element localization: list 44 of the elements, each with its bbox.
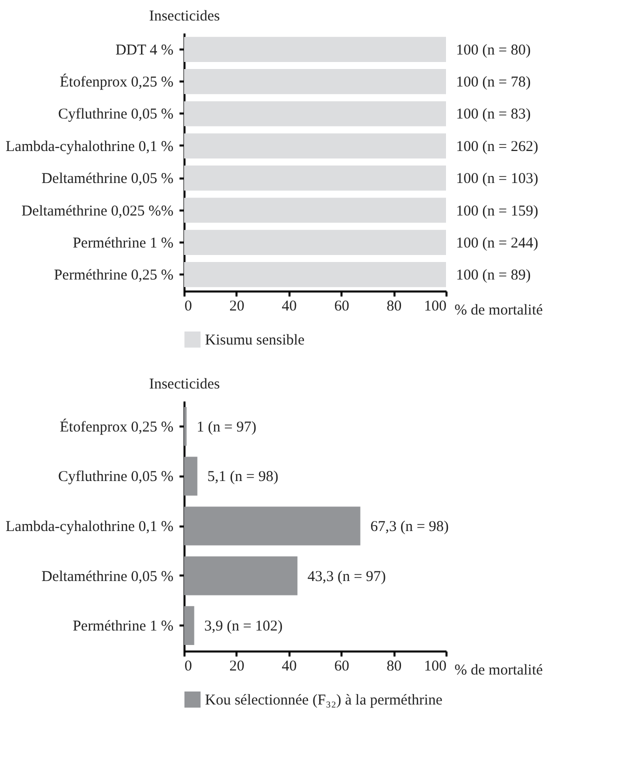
y-tick-label: Cyfluthrine 0,05 % xyxy=(58,106,174,123)
x-tick-label: 60 xyxy=(334,658,350,674)
y-tick-label: Perméthrine 1 % xyxy=(72,618,174,635)
x-tick-label: 60 xyxy=(334,298,350,314)
y-axis-title: Insecticides xyxy=(149,376,220,392)
data-label: 67,3 (n = 98) xyxy=(370,519,449,535)
x-tick-label: 40 xyxy=(282,658,297,674)
x-tick-label: 20 xyxy=(229,298,244,314)
x-tick-label: 0 xyxy=(184,298,192,314)
x-axis-title: % de mortalité xyxy=(454,302,544,318)
y-tick-label: Lambda-cyhalothrine 0,1 % xyxy=(6,519,174,535)
x-tick-label: 20 xyxy=(229,658,244,674)
y-tick-label: Cyfluthrine 0,05 % xyxy=(58,469,174,486)
data-label: 1 (n = 97) xyxy=(196,419,256,436)
data-label: 3,9 (n = 102) xyxy=(204,618,283,635)
data-label: 100 (n = 78) xyxy=(456,74,531,91)
x-axis-title: % de mortalité xyxy=(454,662,544,678)
y-tick-label: DDT 4 % xyxy=(115,42,174,58)
y-tick-label: Perméthrine 0,25 % xyxy=(54,268,174,284)
data-label: 100 (n = 89) xyxy=(456,268,531,284)
data-label: 43,3 (n = 97) xyxy=(307,568,386,585)
data-label: 100 (n = 103) xyxy=(456,171,538,188)
y-tick-label: Étofenprox 0,25 % xyxy=(60,418,174,436)
data-label: 100 (n = 244) xyxy=(456,235,538,252)
y-tick-label: Lambda-cyhalothrine 0,1 % xyxy=(6,138,174,155)
data-label: 100 (n = 83) xyxy=(456,106,531,123)
x-tick-label: 40 xyxy=(282,298,297,314)
x-tick-label: 100 xyxy=(424,298,446,314)
legend-label: Kisumu sensible xyxy=(205,332,305,348)
legend-label: Kou sélectionnée (F₃₂) à la perméthrine xyxy=(205,692,443,708)
y-tick-label: Étofenprox 0,25 % xyxy=(60,74,174,91)
data-label: 100 (n = 80) xyxy=(456,42,531,58)
y-tick-label: Deltaméthrine 0,05 % xyxy=(41,171,174,188)
x-tick-label: 80 xyxy=(386,298,402,314)
x-tick-label: 80 xyxy=(386,658,402,674)
data-label: 100 (n = 262) xyxy=(456,138,538,155)
data-label: 5,1 (n = 98) xyxy=(207,469,278,486)
data-label: 100 (n = 159) xyxy=(456,203,538,220)
y-tick-label: Deltaméthrine 0,05 % xyxy=(41,568,174,585)
x-tick-label: 100 xyxy=(424,658,446,674)
y-tick-label: Perméthrine 1 % xyxy=(72,235,174,252)
y-axis-title: Insecticides xyxy=(149,8,220,24)
y-tick-label: Deltaméthrine 0,025 %% xyxy=(21,203,174,220)
x-tick-label: 0 xyxy=(184,658,192,674)
